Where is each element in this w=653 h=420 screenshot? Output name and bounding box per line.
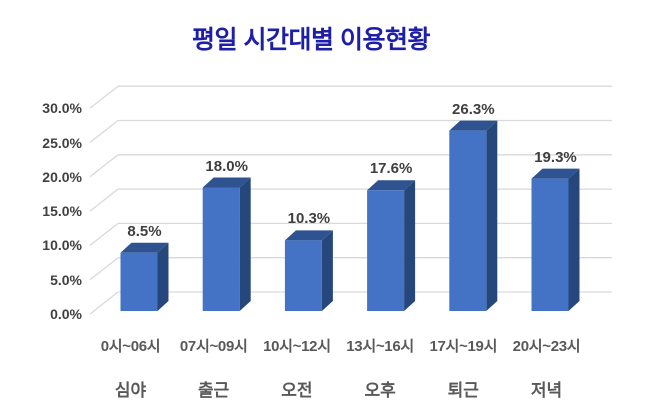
data-label: 19.3%	[534, 148, 577, 166]
x-axis-category-label: 심야	[114, 381, 147, 400]
x-axis-category-label: 출근	[198, 381, 230, 400]
data-label: 17.6%	[369, 160, 413, 178]
y-axis-tick-label: 0.0%	[50, 306, 82, 322]
x-axis-category-label: 오후	[364, 381, 396, 400]
x-axis-category-label: 오전	[281, 381, 313, 400]
bar-face	[321, 230, 333, 311]
bar-face	[239, 177, 251, 311]
y-axis-tick-label: 30.0%	[42, 100, 82, 117]
bar-column	[367, 180, 416, 311]
x-axis-time-label: 13시~16시	[346, 338, 414, 355]
x-axis-time-label: 20시~23시	[512, 338, 581, 355]
bar-face	[486, 120, 498, 311]
axis-depth-tick	[89, 154, 119, 178]
x-axis-time-label: 0시~06시	[100, 338, 161, 355]
y-axis-tick-label: 10.0%	[42, 237, 82, 254]
bar-face	[284, 230, 333, 241]
axis-depth-tick	[89, 85, 119, 109]
y-axis-tick-label: 25.0%	[42, 134, 82, 151]
data-label: 26.3%	[452, 100, 495, 118]
y-axis-tick-label: 15.0%	[42, 203, 82, 220]
bar-column	[531, 168, 580, 311]
bar-face	[202, 187, 240, 311]
bar-face	[120, 242, 169, 253]
bar-face	[404, 180, 416, 311]
bar-face	[157, 242, 169, 311]
x-axis-time-label: 10시~12시	[263, 338, 331, 355]
axis-depth-tick	[89, 291, 119, 315]
bar-face	[367, 180, 416, 191]
bar-face	[449, 130, 487, 311]
axis-depth-tick	[89, 188, 119, 212]
bar-face	[531, 168, 580, 179]
axis-depth-tick	[89, 257, 119, 281]
bar-face	[202, 177, 251, 188]
bar-face	[284, 240, 322, 311]
axis-depth-tick	[89, 119, 119, 144]
bar-face	[531, 178, 569, 311]
bar-column	[449, 120, 498, 311]
bar-column	[120, 242, 169, 311]
axis-depth-tick	[89, 222, 119, 246]
data-label: 18.0%	[205, 157, 248, 175]
bar-column	[284, 230, 333, 311]
x-axis-category-label: 퇴근	[447, 381, 479, 400]
x-axis-time-label: 17시~19시	[429, 338, 498, 355]
data-label: 8.5%	[127, 222, 162, 240]
bar-column	[202, 177, 251, 311]
x-axis-category-label: 저녁	[530, 381, 563, 400]
bar-face	[120, 252, 158, 311]
y-axis-tick-label: 20.0%	[42, 168, 82, 185]
bar-face	[367, 190, 405, 311]
data-label: 10.3%	[287, 210, 331, 228]
x-axis-time-label: 07시~09시	[179, 338, 248, 355]
chart-title: 평일 시간대별 이용현황	[192, 26, 430, 54]
y-axis-tick-label: 5.0%	[50, 271, 82, 288]
bar-face	[568, 168, 580, 311]
bar-face	[449, 120, 498, 131]
